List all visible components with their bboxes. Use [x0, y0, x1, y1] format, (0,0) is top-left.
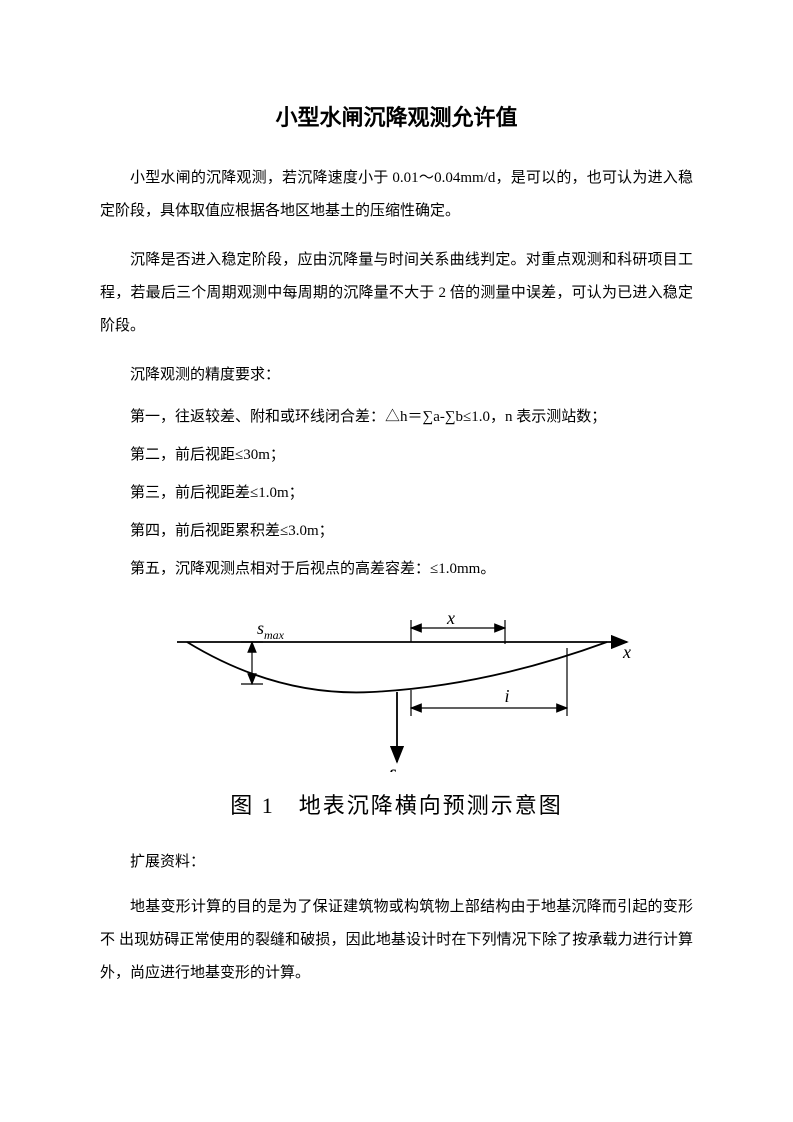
list-item-3: 第三，前后视距差≤1.0m；	[100, 478, 693, 508]
figure-container: smax x x i s	[100, 602, 693, 772]
paragraph-2: 沉降是否进入稳定阶段，应由沉降量与时间关系曲线判定。对重点观测和科研项目工程，若…	[100, 244, 693, 343]
idim-label: i	[504, 686, 509, 706]
page-title: 小型水闸沉降观测允许值	[100, 100, 693, 132]
list-item-5: 第五，沉降观测点相对于后视点的高差容差：≤1.0mm。	[100, 554, 693, 584]
list-item-1: 第一，往返较差、附和或环线闭合差：△h＝∑a-∑b≤1.0，n 表示测站数；	[100, 402, 693, 432]
paragraph-3: 地基变形计算的目的是为了保证建筑物或构筑物上部结构由于地基沉降而引起的变形不 出…	[100, 891, 693, 990]
figure-caption: 图 1 地表沉降横向预测示意图	[100, 788, 693, 820]
s-axis-label: s	[388, 762, 396, 772]
settlement-curve	[187, 642, 607, 692]
x-axis-label: x	[622, 642, 631, 662]
list-item-4: 第四，前后视距累积差≤3.0m；	[100, 516, 693, 546]
settlement-diagram: smax x x i s	[157, 602, 637, 772]
list-item-2: 第二，前后视距≤30m；	[100, 440, 693, 470]
precision-header: 沉降观测的精度要求：	[100, 359, 693, 392]
paragraph-1: 小型水闸的沉降观测，若沉降速度小于 0.01～0.04mm/d，是可以的，也可认…	[100, 162, 693, 228]
extension-label: 扩展资料：	[100, 846, 693, 879]
smax-label: smax	[257, 618, 285, 642]
xdim-label: x	[446, 608, 455, 628]
